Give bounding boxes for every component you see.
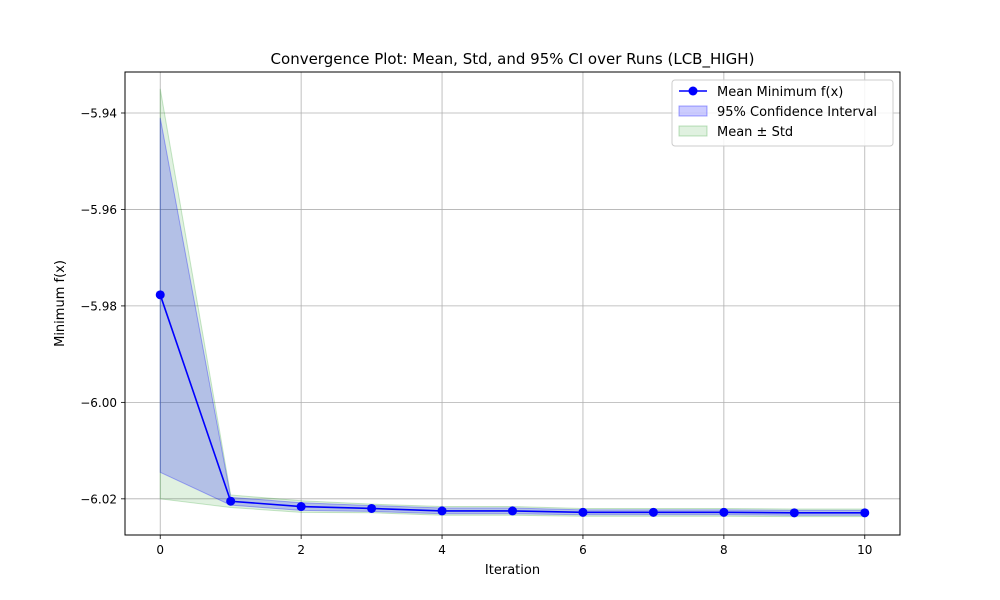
- grid-lines: [125, 72, 900, 535]
- x-tick-label: 8: [720, 543, 728, 557]
- x-tick-label: 0: [156, 543, 164, 557]
- y-tick-label: −5.94: [80, 106, 117, 120]
- std-band: [159, 88, 866, 518]
- mean-point: [437, 506, 447, 516]
- legend-marker-swatch: [688, 86, 698, 96]
- ci-band: [159, 117, 866, 516]
- y-axis: −5.94 −5.96 −5.98 −6.00 −6.02: [80, 106, 125, 506]
- mean-point: [367, 503, 377, 513]
- x-tick-label: 4: [438, 543, 446, 557]
- mean-point: [508, 506, 517, 516]
- mean-point: [578, 507, 588, 517]
- plot-frame: [124, 71, 901, 536]
- legend-label-std: Mean ± Std: [717, 125, 793, 140]
- mean-line: [159, 294, 865, 514]
- mean-point: [155, 290, 165, 300]
- legend-label-ci: 95% Confidence Interval: [717, 105, 877, 120]
- legend-swatch-ci: [678, 105, 708, 117]
- y-tick-label: −6.02: [80, 492, 117, 506]
- mean-point: [719, 507, 729, 517]
- y-tick-label: −6.00: [80, 396, 117, 410]
- y-tick-label: −5.98: [80, 299, 117, 313]
- chart-title: Convergence Plot: Mean, Std, and 95% CI …: [271, 50, 755, 69]
- x-tick-label: 10: [857, 543, 872, 557]
- x-tick-label: 2: [297, 543, 305, 557]
- mean-point: [648, 507, 658, 517]
- x-tick-label: 6: [579, 543, 587, 557]
- legend-swatch-std: [678, 125, 708, 137]
- x-axis: 0 2 4 6 8 10: [156, 535, 872, 557]
- y-axis-label: Minimum f(x): [53, 260, 68, 347]
- mean-point: [226, 496, 236, 506]
- mean-point: [296, 502, 306, 512]
- band-layer: [159, 88, 866, 518]
- x-axis-label: Iteration: [485, 563, 540, 578]
- mean-point: [860, 508, 870, 518]
- mean-point: [789, 508, 799, 518]
- line-layer: [155, 290, 870, 518]
- legend-label-mean: Mean Minimum f(x): [717, 85, 843, 100]
- legend-frame: [671, 79, 894, 147]
- y-tick-label: −5.96: [80, 203, 117, 217]
- legend: Mean Minimum f(x) 95% Confidence Interva…: [671, 79, 894, 147]
